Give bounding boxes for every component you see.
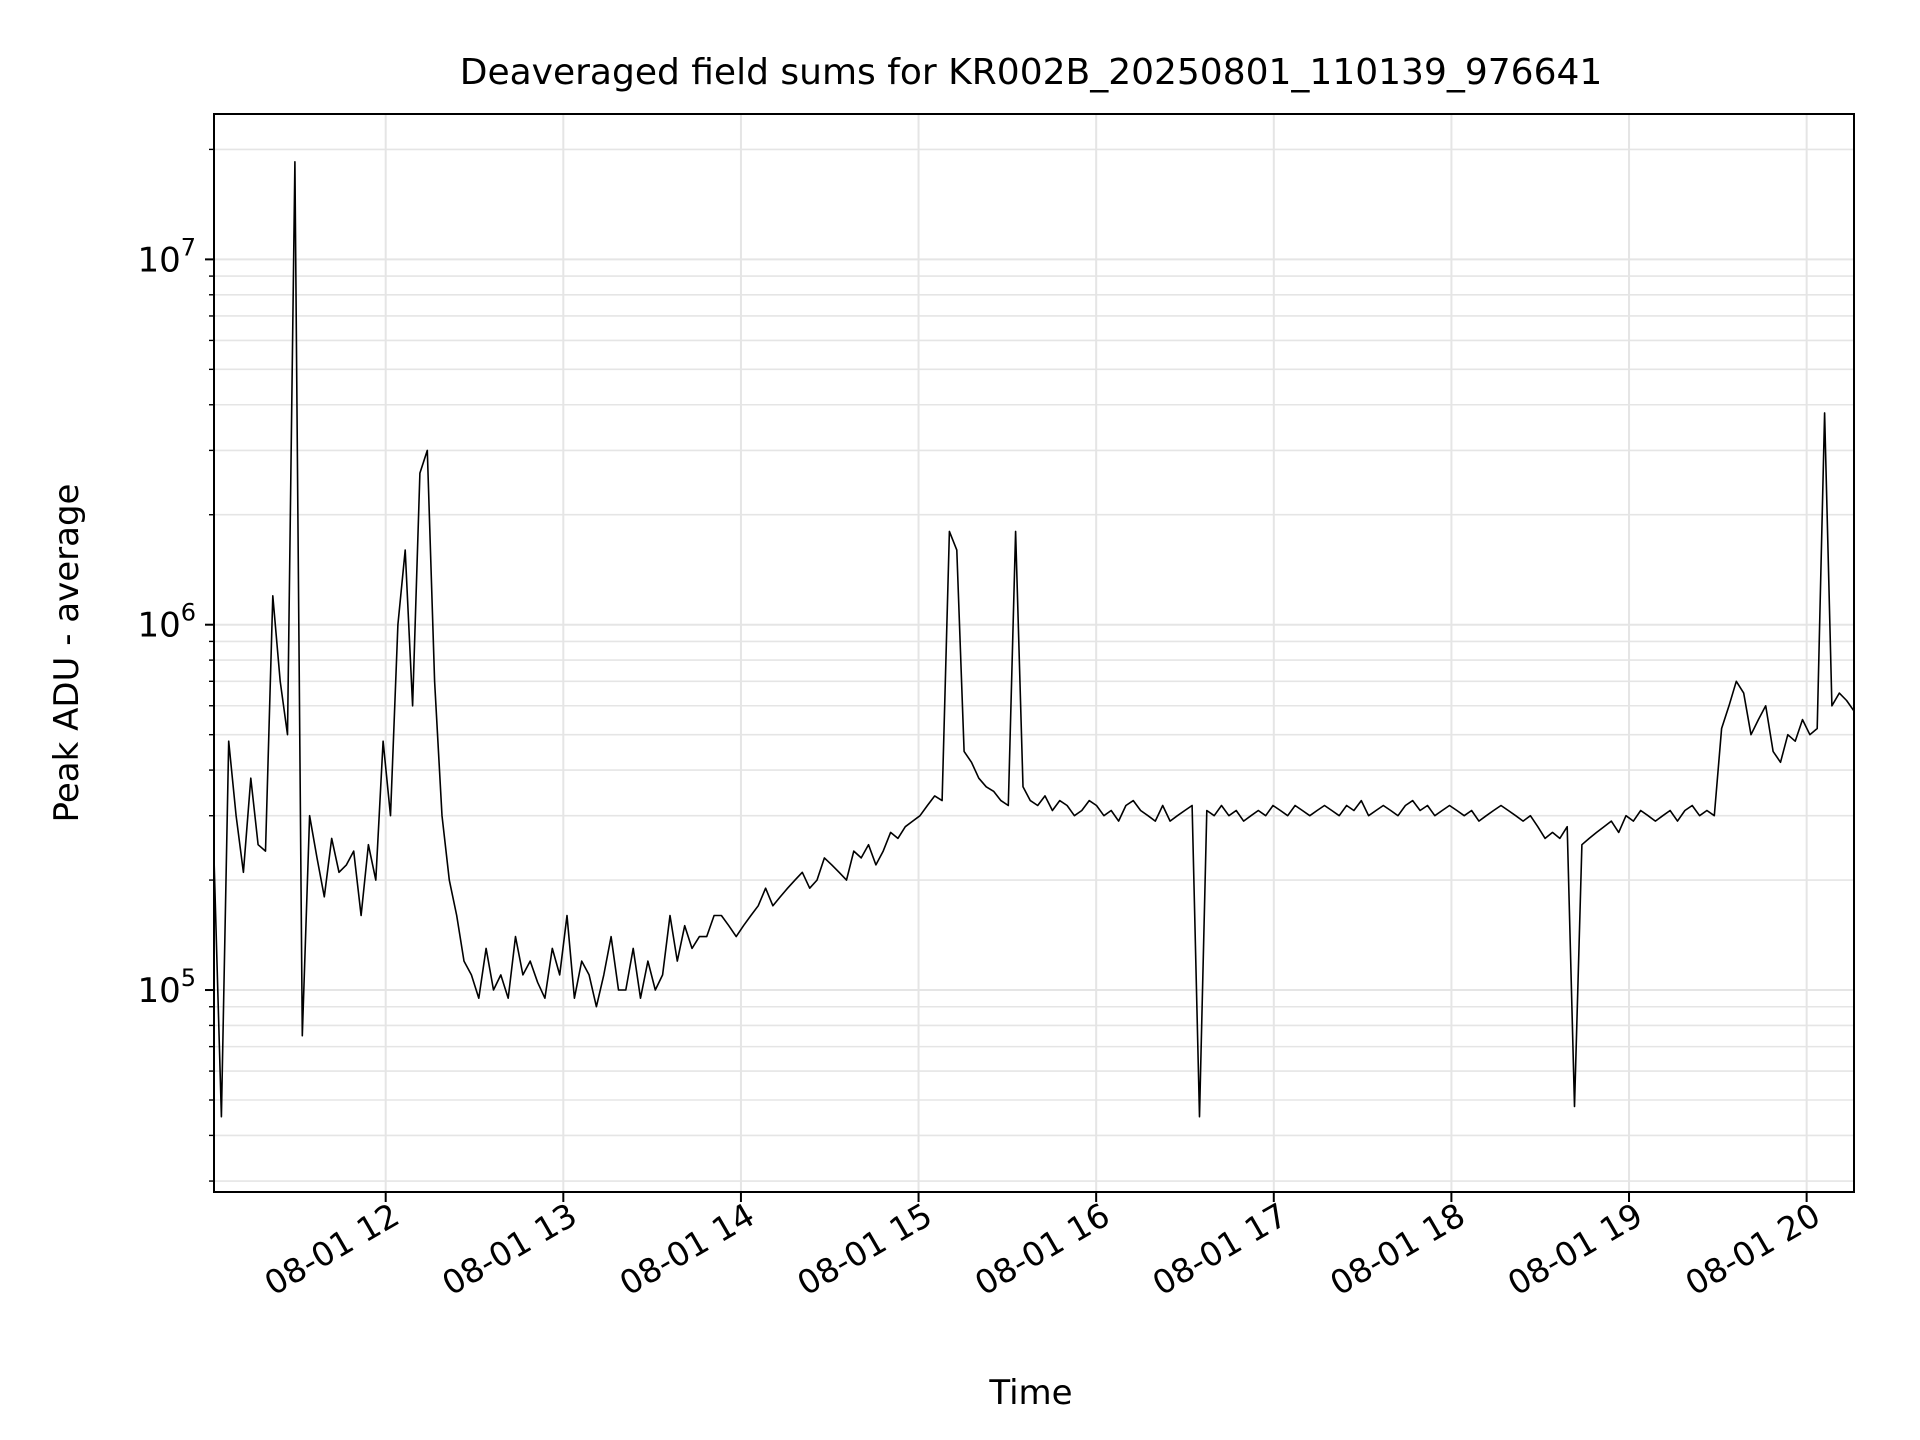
chart-title: Deaveraged field sums for KR002B_2025080… (460, 52, 1603, 93)
plot-frame (213, 113, 1855, 1193)
y-tick-label: 105 (137, 964, 196, 1011)
y-tick-label: 107 (137, 233, 196, 280)
series-line (213, 161, 1855, 1118)
series-lines (213, 161, 1855, 1118)
y-axis-label: Peak ADU - average (47, 484, 87, 823)
y-tick-label: 106 (137, 599, 196, 646)
x-axis-label: Time (988, 1373, 1072, 1413)
y-axis: 105 106 107 (137, 148, 214, 1182)
grid-lines (214, 114, 1854, 1192)
